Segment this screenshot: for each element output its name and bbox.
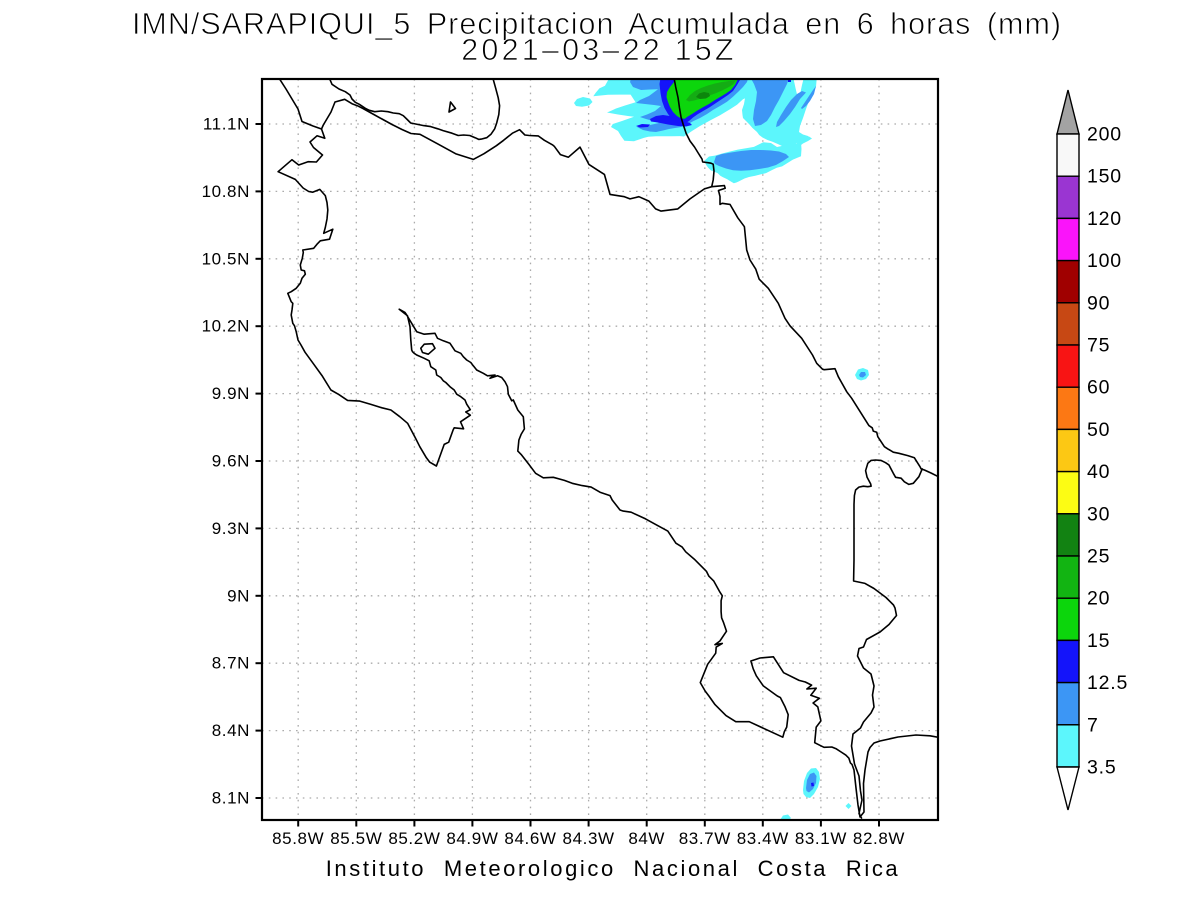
svg-text:11.1N: 11.1N bbox=[203, 115, 250, 134]
svg-text:15: 15 bbox=[1087, 630, 1110, 652]
svg-text:9.9N: 9.9N bbox=[212, 384, 250, 403]
svg-text:20: 20 bbox=[1087, 588, 1110, 610]
svg-text:90: 90 bbox=[1087, 292, 1110, 314]
svg-text:8.1N: 8.1N bbox=[212, 789, 250, 808]
svg-text:30: 30 bbox=[1087, 503, 1110, 525]
svg-text:8.7N: 8.7N bbox=[212, 654, 250, 673]
svg-text:83.1W: 83.1W bbox=[795, 829, 847, 848]
svg-text:40: 40 bbox=[1087, 461, 1110, 483]
svg-text:25: 25 bbox=[1087, 546, 1110, 568]
svg-text:3.5: 3.5 bbox=[1087, 757, 1117, 779]
svg-text:84.9W: 84.9W bbox=[446, 829, 498, 848]
svg-text:10.2N: 10.2N bbox=[202, 317, 250, 336]
svg-text:60: 60 bbox=[1087, 377, 1110, 399]
svg-text:75: 75 bbox=[1087, 335, 1110, 357]
svg-text:84W: 84W bbox=[628, 829, 665, 848]
svg-text:85.8W: 85.8W bbox=[272, 829, 324, 848]
svg-text:Instituto Meteorologico Nacion: Instituto Meteorologico Nacional Costa R… bbox=[326, 856, 901, 881]
svg-text:83.7W: 83.7W bbox=[679, 829, 731, 848]
svg-text:85.5W: 85.5W bbox=[330, 829, 382, 848]
svg-text:9N: 9N bbox=[227, 586, 250, 605]
svg-text:IMN/SARAPIQUI_5 Precipitacion: IMN/SARAPIQUI_5 Precipitacion Acumulada … bbox=[132, 7, 1062, 41]
svg-text:8.4N: 8.4N bbox=[212, 721, 250, 740]
svg-text:12.5: 12.5 bbox=[1087, 672, 1128, 694]
svg-text:9.6N: 9.6N bbox=[212, 452, 250, 471]
svg-text:82.8W: 82.8W bbox=[853, 829, 905, 848]
svg-text:2021–03–22 15Z: 2021–03–22 15Z bbox=[461, 33, 736, 67]
svg-text:10.5N: 10.5N bbox=[202, 249, 250, 268]
svg-text:9.3N: 9.3N bbox=[212, 519, 250, 538]
svg-text:84.3W: 84.3W bbox=[563, 829, 615, 848]
svg-text:7: 7 bbox=[1087, 714, 1099, 736]
svg-text:100: 100 bbox=[1087, 250, 1122, 272]
svg-text:84.6W: 84.6W bbox=[504, 829, 556, 848]
svg-text:150: 150 bbox=[1087, 166, 1122, 188]
svg-text:83.4W: 83.4W bbox=[737, 829, 789, 848]
svg-text:50: 50 bbox=[1087, 419, 1110, 441]
svg-text:120: 120 bbox=[1087, 208, 1122, 230]
svg-text:200: 200 bbox=[1087, 124, 1122, 146]
svg-text:10.8N: 10.8N bbox=[202, 182, 250, 201]
svg-text:85.2W: 85.2W bbox=[388, 829, 440, 848]
